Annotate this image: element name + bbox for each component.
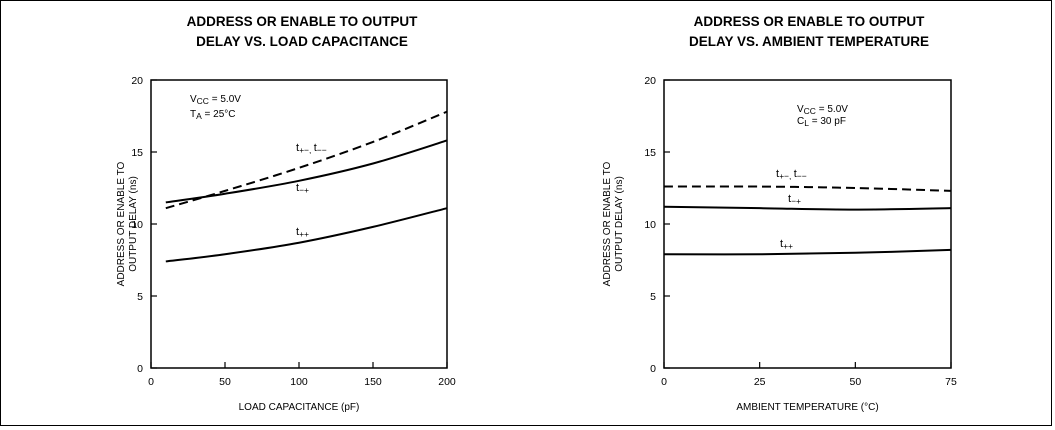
y-tick-label: 20 — [131, 75, 143, 87]
y-axis-label-line: ADDRESS OR ENABLE TO — [602, 161, 613, 286]
x-tick-label: 150 — [364, 376, 382, 388]
x-tick-label: 200 — [438, 376, 456, 388]
y-tick-label: 20 — [644, 75, 656, 87]
chart-title-line: ADDRESS OR ENABLE TO OUTPUT — [694, 14, 926, 29]
x-tick-label: 0 — [148, 376, 154, 388]
series-line-1 — [663, 185, 952, 192]
y-axis-label-line: ADDRESS OR ENABLE TO — [116, 161, 127, 286]
series-label-3: t++ — [780, 238, 793, 251]
chart-title-line: DELAY VS. LOAD CAPACITANCE — [196, 34, 408, 49]
x-axis-label: LOAD CAPACITANCE (pF) — [239, 402, 360, 413]
annotation-vcc: VCC = 5.0V — [797, 104, 848, 116]
x-axis-label: AMBIENT TEMPERATURE (°C) — [736, 402, 878, 413]
series-line-3 — [663, 248, 952, 256]
chart-title-line: ADDRESS OR ENABLE TO OUTPUT — [187, 14, 419, 29]
series-line-2 — [165, 139, 448, 204]
y-axis-label-line: OUTPUT DELAY (ns) — [614, 176, 625, 272]
y-tick-label: 0 — [137, 363, 143, 375]
chart-title-line: DELAY VS. AMBIENT TEMPERATURE — [689, 34, 929, 49]
series-label-2: t−+ — [296, 182, 309, 195]
y-tick-label: 15 — [644, 147, 656, 159]
x-tick-label: 0 — [661, 376, 667, 388]
chart-2-group: ADDRESS OR ENABLE TO OUTPUT DELAY VS. AMB… — [602, 14, 957, 413]
series-label-1: t+−, t−− — [296, 142, 327, 155]
y-tick-label: 5 — [137, 291, 143, 303]
x-tick-label: 100 — [290, 376, 308, 388]
annotation-cl: CL = 30 pF — [797, 116, 846, 128]
annotation-ta: TA = 25°C — [190, 109, 236, 121]
y-tick-label: 10 — [644, 219, 656, 231]
y-tick-label: 15 — [131, 147, 143, 159]
series-label-1: t+−, t−− — [776, 168, 807, 181]
y-tick-label: 5 — [650, 291, 656, 303]
y-tick-label: 0 — [650, 363, 656, 375]
x-tick-label: 50 — [849, 376, 861, 388]
series-label-2: t−+ — [788, 193, 801, 206]
series-label-3: t++ — [296, 226, 309, 239]
annotation-vcc: VCC = 5.0V — [190, 94, 241, 106]
chart-1-group: ADDRESS OR ENABLE TO OUTPUT DELAY VS. LOA… — [116, 14, 456, 413]
x-tick-label: 75 — [945, 376, 957, 388]
y-axis-label-line: OUTPUT DELAY (ns) — [128, 176, 139, 272]
series-line-3 — [165, 207, 448, 263]
y-tick-label: 10 — [131, 219, 143, 231]
series-line-2 — [663, 205, 952, 211]
x-tick-label: 50 — [219, 376, 231, 388]
x-tick-label: 25 — [754, 376, 766, 388]
